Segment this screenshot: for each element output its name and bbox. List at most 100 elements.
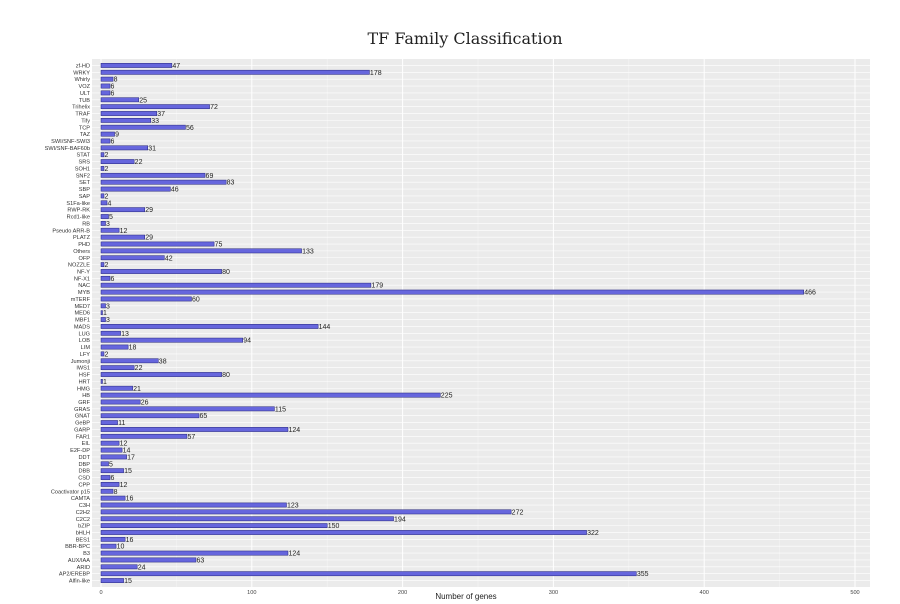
category-label: SRS (78, 160, 90, 166)
bar (100, 427, 289, 432)
category-label: bHLH (76, 530, 90, 536)
value-label: 46 (171, 187, 179, 194)
value-label: 3 (106, 221, 110, 228)
bar (100, 571, 637, 577)
value-label: 3 (106, 317, 110, 324)
category-label: C3H (79, 503, 90, 509)
category-label: LOB (79, 338, 90, 344)
value-label: 80 (222, 269, 230, 276)
category-label: E2F-DP (70, 448, 90, 454)
category-label: SWI/SNF-SWI3 (51, 139, 90, 145)
value-labels: 4717886625723733569631222269834624295312… (103, 63, 816, 585)
value-label: 18 (129, 345, 137, 352)
category-label: HMG (77, 386, 90, 392)
value-label: 10 (117, 544, 125, 551)
bar (100, 550, 289, 556)
bar (100, 227, 120, 233)
bar (100, 262, 105, 267)
category-label: PLATZ (73, 235, 91, 241)
value-label: 115 (275, 406, 286, 413)
value-label: 2 (105, 262, 109, 269)
category-label: C2H2 (76, 510, 90, 516)
bar (100, 90, 111, 96)
value-label: 16 (126, 537, 134, 544)
category-labels: zf-HDWRKYWhirlyVOZULTTUBTrihelixTRAFTify… (45, 63, 91, 584)
value-label: 8 (114, 489, 118, 496)
x-tick-label: 100 (247, 590, 256, 596)
category-label: Whirly (74, 77, 90, 83)
bar (100, 488, 114, 494)
value-label: 22 (135, 159, 143, 166)
value-label: 225 (441, 393, 453, 400)
value-label: 6 (111, 276, 115, 283)
value-label: 123 (287, 503, 299, 510)
value-label: 3 (106, 303, 110, 310)
category-label: Coactivator p15 (51, 489, 90, 495)
category-label: HRT (79, 379, 91, 385)
category-label: VOZ (79, 84, 91, 90)
x-tick-label: 200 (398, 590, 407, 596)
bar (100, 530, 587, 535)
value-label: 31 (148, 145, 156, 152)
category-label: NF-Y (77, 269, 90, 275)
category-label: LUG (78, 331, 90, 337)
chart-title: TF Family Classification (367, 29, 562, 48)
x-tick-label: 400 (700, 590, 709, 596)
category-label: NAC (78, 283, 90, 289)
category-label: MBF1 (75, 318, 90, 324)
bar (100, 420, 118, 425)
value-label: 33 (151, 118, 159, 125)
bar (100, 255, 165, 261)
value-label: 1 (103, 379, 107, 386)
bar (100, 358, 159, 364)
value-label: 194 (394, 516, 406, 523)
category-label: Trihelix (72, 105, 90, 111)
category-label: ULT (80, 91, 91, 97)
bar (100, 330, 121, 336)
category-label: SAP (79, 194, 90, 200)
category-label: C2C2 (76, 517, 90, 523)
bar (100, 523, 328, 528)
bar (100, 104, 210, 110)
bar (100, 207, 145, 213)
bar (100, 145, 148, 151)
category-label: Tify (81, 118, 90, 124)
value-label: 5 (109, 461, 113, 468)
value-label: 2 (105, 152, 109, 159)
value-label: 42 (165, 255, 173, 262)
category-label: Pseudo ARR-B (52, 228, 90, 234)
category-label: DBP (78, 462, 90, 468)
bar (100, 63, 173, 68)
category-label: ARID (77, 565, 90, 571)
category-label: bZIP (78, 524, 90, 530)
category-label: MED7 (74, 304, 90, 310)
category-label: Jumonji (71, 359, 90, 365)
bar (100, 454, 127, 460)
bar (100, 282, 372, 288)
x-tick-label: 0 (99, 590, 102, 596)
bar (100, 324, 319, 329)
value-label: 65 (200, 413, 208, 420)
value-label: 6 (111, 475, 115, 482)
bar (100, 385, 133, 391)
category-label: TAZ (80, 132, 91, 138)
value-label: 94 (243, 338, 251, 345)
value-label: 179 (371, 283, 383, 290)
bar (100, 296, 192, 302)
bars (100, 63, 804, 583)
value-label: 14 (123, 448, 131, 455)
bar (100, 221, 106, 226)
bar (100, 200, 108, 206)
bar (100, 111, 158, 116)
value-label: 24 (138, 564, 146, 571)
category-label: TCP (79, 125, 90, 131)
category-label: B3 (83, 551, 90, 557)
value-label: 8 (114, 77, 118, 84)
category-label: RB (82, 221, 90, 227)
category-label: AUX/IAA (68, 558, 90, 564)
value-label: 12 (120, 482, 128, 489)
value-label: 17 (127, 454, 135, 461)
category-label: LFY (80, 352, 91, 358)
value-label: 2 (105, 166, 109, 173)
